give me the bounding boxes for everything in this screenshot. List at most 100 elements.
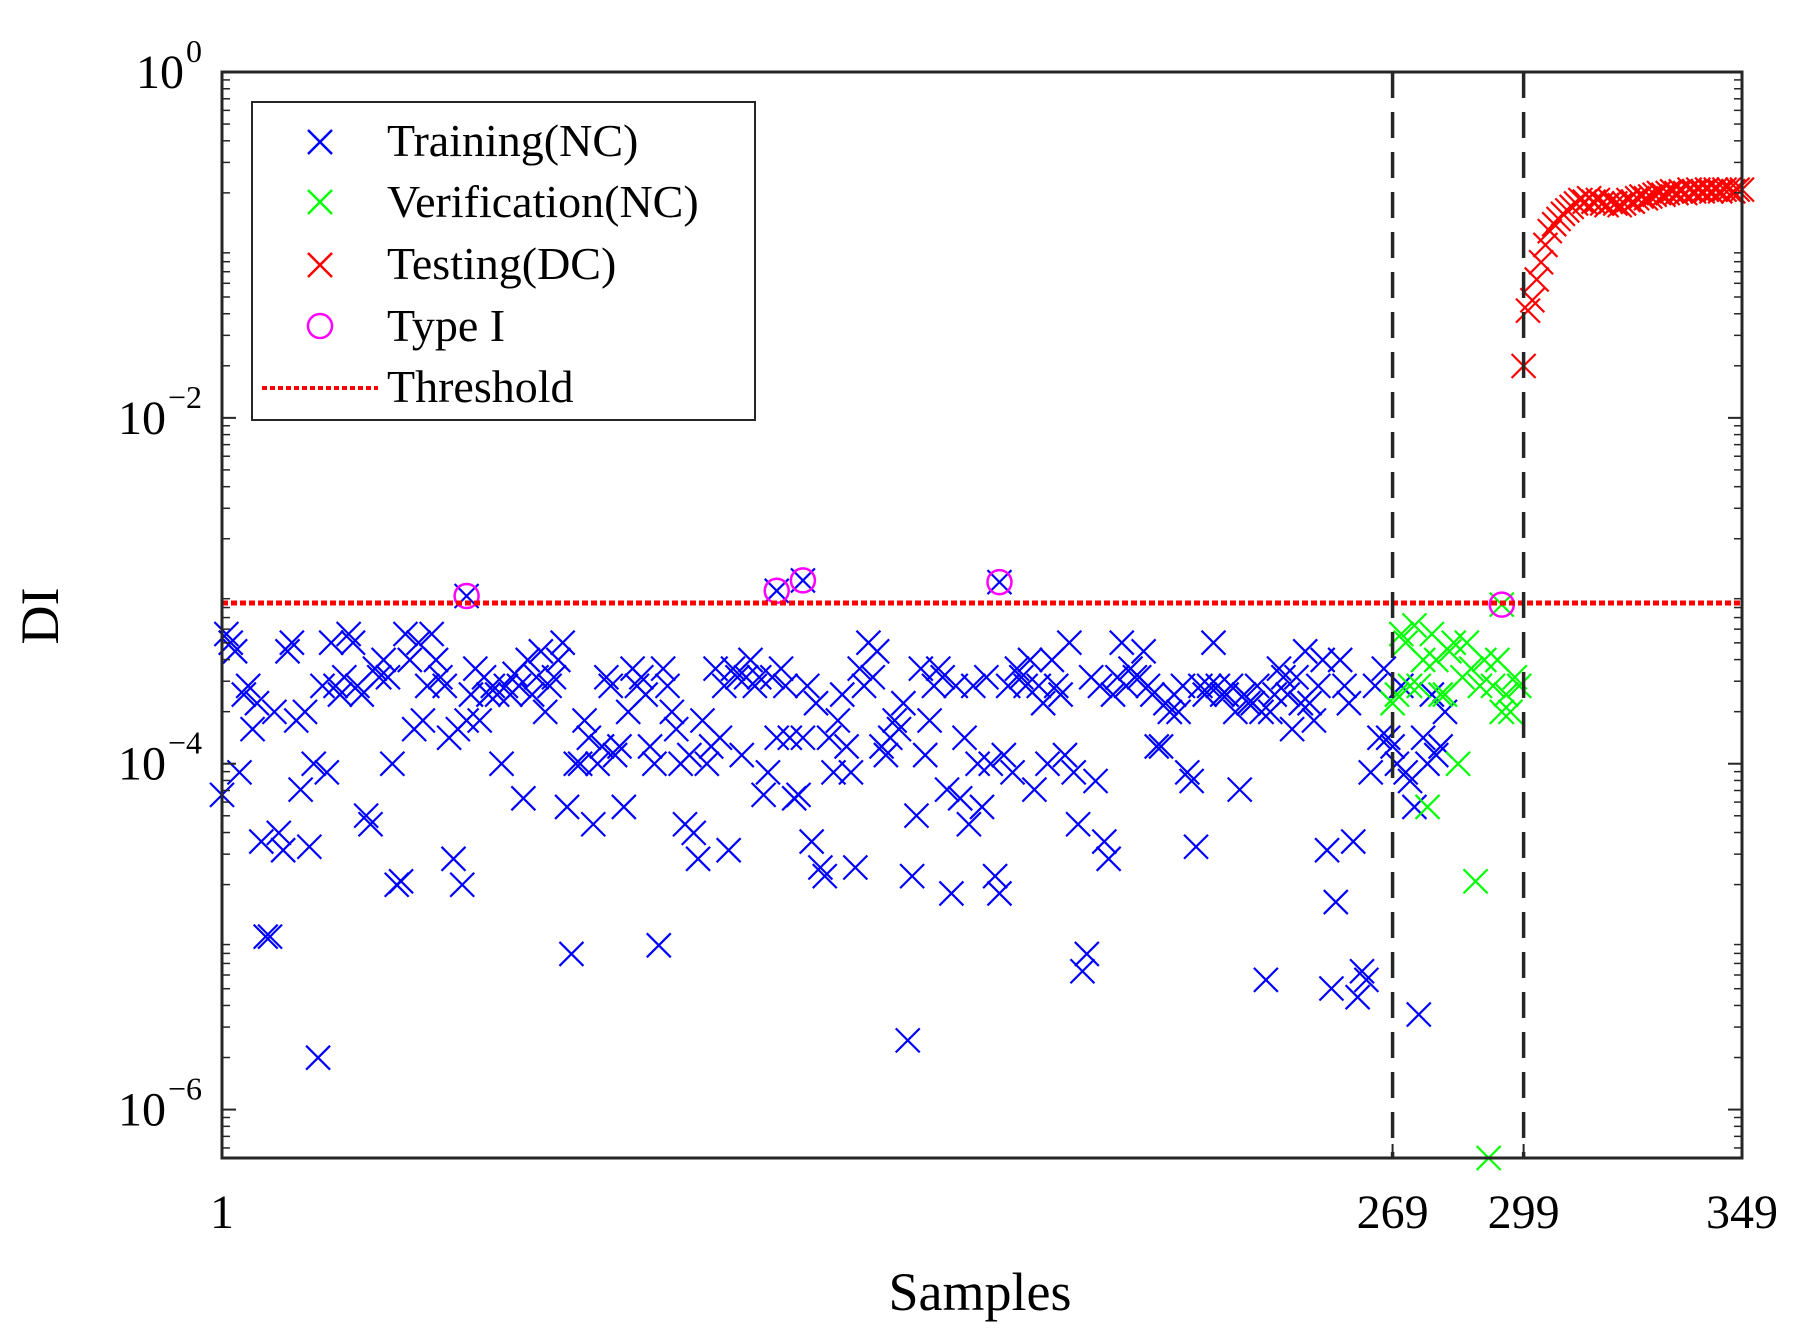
training-nc-point: [746, 664, 773, 691]
training-nc-point: [864, 638, 890, 665]
training-nc-point: [1253, 967, 1279, 993]
training-nc-point: [235, 673, 261, 699]
training-nc-point: [790, 725, 816, 751]
training-nc-point: [300, 750, 327, 777]
y-tick-label: −210: [118, 379, 202, 445]
training-nc-point: [593, 664, 620, 691]
training-nc-point: [742, 673, 768, 699]
training-nc-point: [1344, 984, 1371, 1010]
legend-label-testing: Testing(DC): [387, 238, 616, 289]
type-i-marker: [986, 568, 1013, 596]
training-nc-point: [750, 782, 777, 808]
training-nc-point: [506, 673, 532, 699]
training-nc-point: [803, 690, 829, 716]
training-nc-point: [1336, 690, 1362, 716]
training-nc-point: [1047, 681, 1074, 708]
training-nc-point: [318, 629, 344, 656]
training-nc-point: [637, 733, 663, 760]
training-nc-point: [1357, 759, 1384, 786]
training-nc-point: [1069, 958, 1096, 985]
training-nc-point: [514, 647, 541, 673]
training-nc-point: [1283, 664, 1310, 691]
legend-box: [251, 101, 756, 421]
training-nc-point: [1008, 664, 1035, 691]
y-tick-label-base: 10: [118, 1084, 166, 1137]
training-nc-point: [991, 742, 1017, 768]
training-nc-point: [1087, 673, 1113, 699]
training-nc-point: [606, 733, 633, 760]
verification-nc-point: [1471, 647, 1498, 673]
y-tick-labels: 010−210−410−610: [118, 33, 202, 1137]
training-nc-point: [654, 673, 681, 699]
training-nc-point: [366, 664, 393, 691]
training-nc-point: [999, 759, 1026, 786]
training-nc-point: [1305, 673, 1332, 699]
training-nc-point: [519, 681, 545, 708]
training-nc-point: [811, 863, 838, 889]
x-tick-label: 1: [210, 1186, 234, 1239]
training-nc-point: [825, 707, 851, 734]
training-nc-point: [632, 681, 659, 708]
training-nc-point: [676, 742, 703, 768]
training-nc-point: [423, 647, 449, 673]
training-nc-point: [829, 681, 856, 708]
training-nc-point: [646, 932, 672, 959]
training-nc-point: [938, 880, 965, 907]
training-nc-point: [1226, 776, 1253, 803]
training-nc-point: [1379, 733, 1406, 760]
training-nc-point: [1406, 1001, 1432, 1028]
y-tick-label: −410: [118, 725, 202, 791]
training-nc-point: [1349, 958, 1375, 985]
training-nc-point: [899, 863, 925, 889]
training-nc-point: [641, 750, 668, 777]
training-nc-point: [541, 664, 567, 691]
training-nc-point: [292, 699, 318, 725]
training-nc-point: [1314, 837, 1340, 863]
training-nc-point: [969, 794, 995, 820]
training-nc-point: [1100, 681, 1126, 708]
training-nc-point: [261, 699, 288, 725]
training-nc-point: [842, 854, 869, 881]
training-nc-point: [977, 750, 1004, 777]
training-nc-point: [1043, 673, 1070, 699]
training-nc-point: [580, 811, 607, 838]
verification-nc-point: [1493, 681, 1519, 708]
training-nc-point: [327, 681, 353, 708]
x-tick-labels: 1 269 299 349: [210, 1186, 1778, 1239]
verification-nc-point: [1414, 794, 1441, 820]
training-nc-point: [388, 868, 414, 895]
training-nc-point: [563, 750, 589, 777]
training-nc-point: [532, 699, 558, 725]
training-nc-point: [785, 782, 812, 808]
testing-dc-point: [1716, 176, 1742, 203]
verification-nc-point: [1467, 673, 1493, 699]
training-nc-point: [711, 673, 738, 699]
training-nc-point: [1130, 638, 1157, 665]
training-nc-point: [707, 725, 733, 751]
testing-dc-point: [1532, 232, 1559, 258]
training-nc-point: [1340, 828, 1367, 855]
testing-dc-point: [1537, 218, 1563, 244]
training-nc-point: [1279, 716, 1305, 742]
training-nc-point: [838, 759, 864, 786]
training-nc-point: [685, 846, 711, 872]
training-nc-point: [728, 742, 755, 768]
training-nc-point: [370, 647, 397, 673]
training-nc-point: [397, 647, 423, 673]
training-nc-point: [1270, 664, 1297, 691]
training-nc-point: [1401, 794, 1428, 820]
training-nc-point: [1082, 768, 1109, 794]
training-nc-point: [1261, 681, 1288, 708]
training-nc-point: [982, 863, 1008, 889]
training-nc-point: [296, 833, 323, 860]
verification-nc-point: [1401, 612, 1428, 639]
training-nc-point: [1034, 750, 1061, 777]
training-nc-point: [1148, 733, 1174, 760]
training-nc-point: [449, 871, 476, 898]
training-nc-point: [314, 759, 340, 786]
training-nc-point: [903, 802, 930, 829]
training-nc-point: [1296, 690, 1323, 716]
verification-nc-point: [1397, 673, 1423, 699]
axes-frame: [220, 70, 1744, 1160]
training-nc-point: [480, 673, 506, 699]
